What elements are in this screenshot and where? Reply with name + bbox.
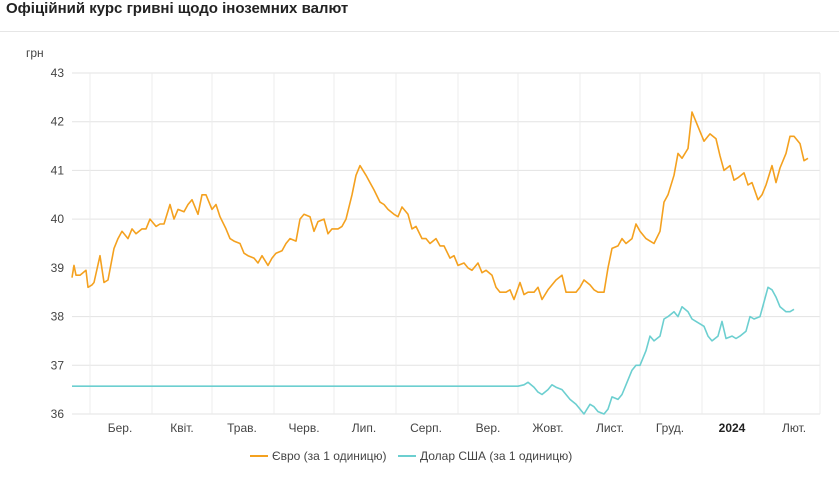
series-line-0 xyxy=(71,111,809,301)
x-tick-label: Лют. xyxy=(782,421,806,435)
x-tick-label: Черв. xyxy=(288,421,319,435)
y-tick-label: 43 xyxy=(51,66,65,80)
x-tick-label: Квіт. xyxy=(170,421,194,435)
y-tick-label: 40 xyxy=(51,212,65,226)
x-tick-label: Лист. xyxy=(596,421,624,435)
gridlines xyxy=(72,72,821,415)
chart-title: Офіційний курс гривні щодо іноземних вал… xyxy=(6,0,349,17)
header-divider xyxy=(0,31,839,32)
x-tick-label: Лип. xyxy=(352,421,376,435)
x-tick-label: Груд. xyxy=(656,421,684,435)
y-tick-label: 41 xyxy=(51,163,65,177)
series-lines xyxy=(71,111,809,415)
legend-label[interactable]: Євро (за 1 одиницю) xyxy=(272,449,387,463)
x-tick-label: Вер. xyxy=(476,421,501,435)
y-axis-label: грн xyxy=(26,46,44,60)
x-tick-label: Трав. xyxy=(227,421,257,435)
y-tick-label: 36 xyxy=(51,407,65,421)
y-axis-ticks: 36 37 38 39 40 41 42 43 xyxy=(51,66,65,421)
x-tick-label: Бер. xyxy=(108,421,133,435)
legend: Євро (за 1 одиницю) Долар США (за 1 одини… xyxy=(250,449,572,463)
x-tick-label: 2024 xyxy=(719,421,746,435)
legend-label[interactable]: Долар США (за 1 одиницю) xyxy=(420,449,572,463)
y-tick-label: 38 xyxy=(51,310,65,324)
y-tick-label: 37 xyxy=(51,358,65,372)
y-tick-label: 39 xyxy=(51,261,65,275)
x-axis-ticks: Бер. Квіт. Трав. Черв. Лип. Серп. Вер. Жовт. Лис… xyxy=(108,421,806,435)
x-tick-label: Жовт. xyxy=(532,421,563,435)
series-line-1 xyxy=(72,286,795,415)
y-tick-label: 42 xyxy=(51,115,65,129)
x-tick-label: Серп. xyxy=(410,421,442,435)
